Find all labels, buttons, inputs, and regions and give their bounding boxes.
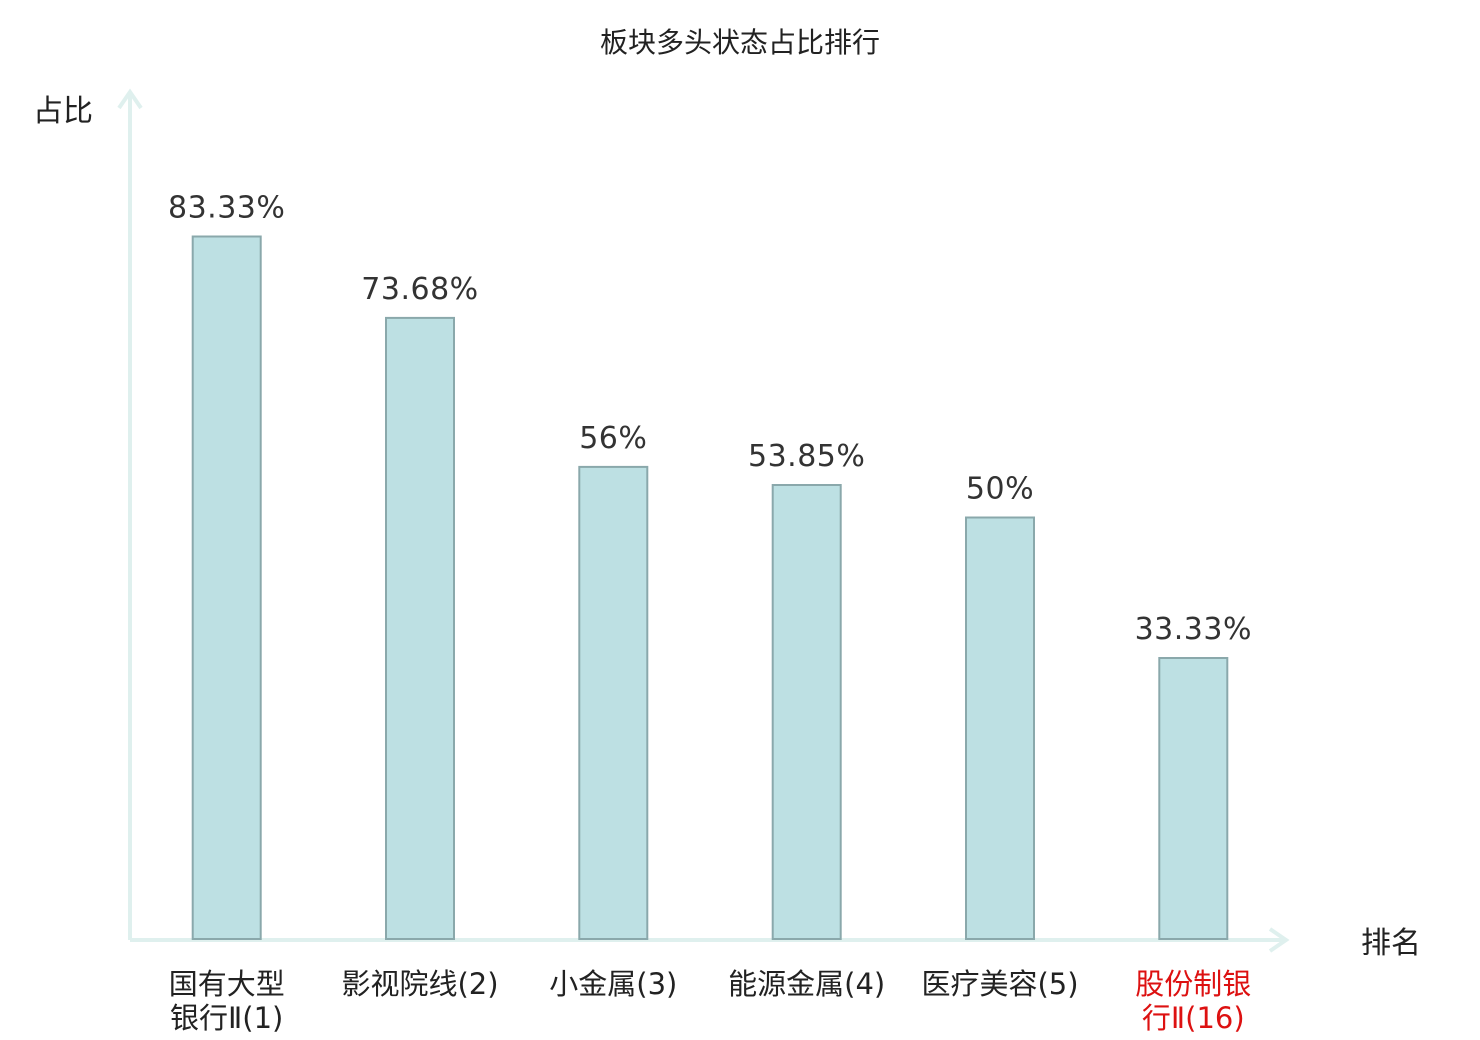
category-label-3: 小金属(3) [549, 967, 677, 1001]
category-label-6: 股份制银行Ⅱ(16) [1135, 967, 1251, 1035]
bar-value-label-5: 50% [966, 472, 1034, 507]
category-label-line: 股份制银 [1135, 967, 1251, 1001]
bar-value-label-6: 33.33% [1135, 612, 1252, 647]
value-labels-group: 83.33% 73.68% 56% 53.85% 50% 33.33% [168, 191, 1252, 648]
bar-value-label-2: 73.68% [361, 272, 478, 307]
category-label-line: 银行Ⅱ(1) [170, 1001, 283, 1035]
category-label-5: 医疗美容(5) [921, 967, 1078, 1001]
category-label-line: 能源金属(4) [728, 967, 885, 1001]
category-label-line: 行Ⅱ(16) [1142, 1001, 1245, 1035]
bars-group [191, 235, 1229, 940]
bar-3 [578, 465, 649, 940]
x-axis-label: 排名 [1361, 926, 1421, 961]
category-label-1: 国有大型银行Ⅱ(1) [169, 967, 285, 1035]
bar-4 [771, 484, 842, 940]
category-label-line: 医疗美容(5) [921, 967, 1078, 1001]
chart-title: 板块多头状态占比排行 [600, 26, 880, 59]
bar-5 [965, 516, 1035, 940]
bar-1 [191, 235, 262, 940]
bar-value-label-1: 83.33% [168, 191, 285, 226]
category-label-line: 影视院线(2) [341, 967, 498, 1001]
y-axis [117, 88, 143, 940]
category-label-2: 影视院线(2) [341, 967, 498, 1001]
category-label-line: 小金属(3) [549, 967, 677, 1001]
y-axis-label: 占比 [33, 94, 93, 129]
category-label-4: 能源金属(4) [728, 967, 885, 1001]
bar-value-label-3: 56% [579, 421, 647, 456]
x-axis [130, 927, 1290, 953]
bar-value-label-4: 53.85% [748, 439, 865, 474]
bar-2 [385, 316, 455, 940]
category-label-line: 国有大型 [169, 967, 285, 1001]
category-labels-group: 国有大型银行Ⅱ(1) 影视院线(2) 小金属(3) 能源金属(4) 医疗美容(5) 股份制… [169, 967, 1252, 1035]
bar-6 [1158, 657, 1229, 940]
